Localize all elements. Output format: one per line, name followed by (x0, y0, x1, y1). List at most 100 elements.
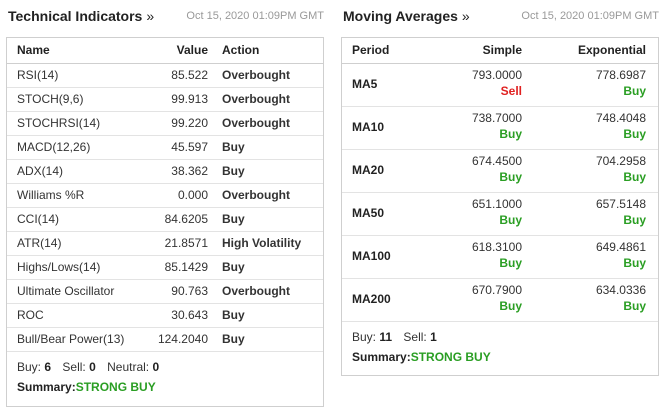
chevron-right-icon[interactable]: » (146, 8, 155, 24)
ma-exponential-signal: Buy (623, 83, 646, 98)
ma-simple-signal: Buy (499, 212, 522, 227)
ma-simple-value: 674.4500 (471, 153, 522, 168)
table-row: STOCH(9,6) 99.913 Overbought (7, 87, 323, 112)
table-header-row: Period Simple Exponential (342, 38, 658, 64)
indicator-name: Highs/Lows(14) (7, 255, 137, 280)
indicator-name: ADX(14) (7, 159, 137, 184)
buy-count-label: Buy: (17, 359, 42, 374)
indicator-value: 85.522 (137, 63, 208, 88)
technical-indicators-panel: Technical Indicators» Oct 15, 2020 01:09… (6, 0, 324, 407)
indicator-name: ATR(14) (7, 231, 137, 256)
table-row: ATR(14) 21.8571 High Volatility (7, 231, 323, 256)
ma-period: MA10 (342, 106, 436, 150)
table-row: STOCHRSI(14) 99.220 Overbought (7, 111, 323, 136)
ma-exponential-value: 649.4861 (595, 239, 646, 254)
indicator-name: STOCH(9,6) (7, 87, 137, 112)
ma-exponential-value: 704.2958 (595, 153, 646, 168)
indicator-action: Overbought (208, 111, 323, 136)
indicator-action: Overbought (208, 279, 323, 304)
indicator-action: Buy (208, 207, 323, 232)
sell-count-label: Sell: (403, 329, 427, 344)
neutral-count: 0 (152, 359, 160, 374)
technical-indicators-summary: Buy: 6 Sell: 0 Neutral: 0 Summary:STRONG… (7, 352, 323, 394)
moving-averages-panel: Moving Averages» Oct 15, 2020 01:09PM GM… (341, 0, 659, 376)
ma-exponential-cell: 634.0336 Buy (522, 278, 658, 322)
table-row: MA100 618.3100 Buy 649.4861 Buy (342, 235, 658, 279)
indicator-value: 99.913 (137, 87, 208, 112)
column-header-action: Action (208, 38, 323, 64)
ma-period: MA100 (342, 235, 436, 279)
table-row: MA200 670.7900 Buy 634.0336 Buy (342, 278, 658, 322)
moving-averages-summary: Buy: 11 Sell: 1 Summary:STRONG BUY (342, 322, 658, 364)
indicator-action: Overbought (208, 183, 323, 208)
indicator-value: 21.8571 (137, 231, 208, 256)
indicator-value: 90.763 (137, 279, 208, 304)
signal-counts: Buy: 11 Sell: 1 (352, 330, 648, 344)
sell-count: 1 (430, 329, 437, 344)
ma-simple-signal: Buy (499, 126, 522, 141)
table-row: Bull/Bear Power(13) 124.2040 Buy (7, 327, 323, 352)
table-row: MA10 738.7000 Buy 748.4048 Buy (342, 106, 658, 150)
ma-simple-value: 651.1000 (471, 196, 522, 211)
technical-indicators-header: Technical Indicators» Oct 15, 2020 01:09… (6, 0, 324, 30)
technical-indicators-title-link[interactable]: Technical Indicators» (8, 8, 154, 24)
indicator-action: Buy (208, 303, 323, 328)
ma-simple-signal: Buy (499, 298, 522, 313)
table-row: Williams %R 0.000 Overbought (7, 183, 323, 208)
technical-indicators-title[interactable]: Technical Indicators (8, 8, 143, 24)
column-header-name: Name (7, 38, 137, 64)
ma-exponential-signal: Buy (623, 255, 646, 270)
indicator-action: Overbought (208, 63, 323, 88)
summary-line: Summary:STRONG BUY (352, 350, 648, 364)
moving-averages-title-link[interactable]: Moving Averages» (343, 8, 470, 24)
chevron-right-icon[interactable]: » (461, 8, 470, 24)
table-row: Highs/Lows(14) 85.1429 Buy (7, 255, 323, 280)
moving-averages-header: Moving Averages» Oct 15, 2020 01:09PM GM… (341, 0, 659, 30)
ma-exponential-cell: 657.5148 Buy (522, 192, 658, 236)
summary-value: STRONG BUY (410, 349, 491, 364)
ma-exponential-cell: 778.6987 Buy (522, 63, 658, 107)
ma-exponential-cell: 748.4048 Buy (522, 106, 658, 150)
ma-period: MA200 (342, 278, 436, 322)
ma-simple-cell: 738.7000 Buy (436, 106, 522, 150)
ma-exponential-value: 778.6987 (595, 67, 646, 82)
technical-indicators-box: Name Value Action RSI(14) 85.522 Overbough… (6, 37, 324, 407)
indicator-value: 30.643 (137, 303, 208, 328)
technical-indicators-timestamp: Oct 15, 2020 01:09PM GMT (186, 10, 324, 22)
moving-averages-title[interactable]: Moving Averages (343, 8, 458, 24)
ma-period: MA20 (342, 149, 436, 193)
ma-period: MA5 (342, 63, 436, 107)
sell-count: 0 (89, 359, 96, 374)
sell-count-label: Sell: (62, 359, 86, 374)
ma-simple-value: 793.0000 (471, 67, 522, 82)
signal-counts: Buy: 6 Sell: 0 Neutral: 0 (17, 360, 313, 374)
indicator-name: Ultimate Oscillator (7, 279, 137, 304)
indicator-action: Overbought (208, 87, 323, 112)
table-row: MA20 674.4500 Buy 704.2958 Buy (342, 149, 658, 193)
table-row: MACD(12,26) 45.597 Buy (7, 135, 323, 160)
indicator-action: Buy (208, 159, 323, 184)
ma-simple-cell: 674.4500 Buy (436, 149, 522, 193)
buy-count: 6 (44, 359, 52, 374)
ma-simple-cell: 618.3100 Buy (436, 235, 522, 279)
moving-averages-table: Period Simple Exponential MA5 793.0000 Sel… (342, 38, 658, 322)
ma-exponential-signal: Buy (623, 212, 646, 227)
summary-line: Summary:STRONG BUY (17, 380, 313, 394)
column-header-simple: Simple (436, 38, 522, 64)
column-header-period: Period (342, 38, 436, 64)
indicator-value: 124.2040 (137, 327, 208, 352)
summary-label: Summary: (17, 379, 76, 394)
indicator-name: Williams %R (7, 183, 137, 208)
ma-exponential-signal: Buy (623, 126, 646, 141)
buy-count: 11 (379, 329, 393, 344)
indicator-name: STOCHRSI(14) (7, 111, 137, 136)
indicator-action: Buy (208, 255, 323, 280)
indicator-value: 84.6205 (137, 207, 208, 232)
indicator-value: 85.1429 (137, 255, 208, 280)
table-row: ROC 30.643 Buy (7, 303, 323, 328)
indicator-value: 38.362 (137, 159, 208, 184)
ma-simple-signal: Sell (500, 83, 522, 98)
ma-simple-signal: Buy (499, 169, 522, 184)
neutral-count-label: Neutral: (107, 359, 150, 374)
indicator-value: 45.597 (137, 135, 208, 160)
